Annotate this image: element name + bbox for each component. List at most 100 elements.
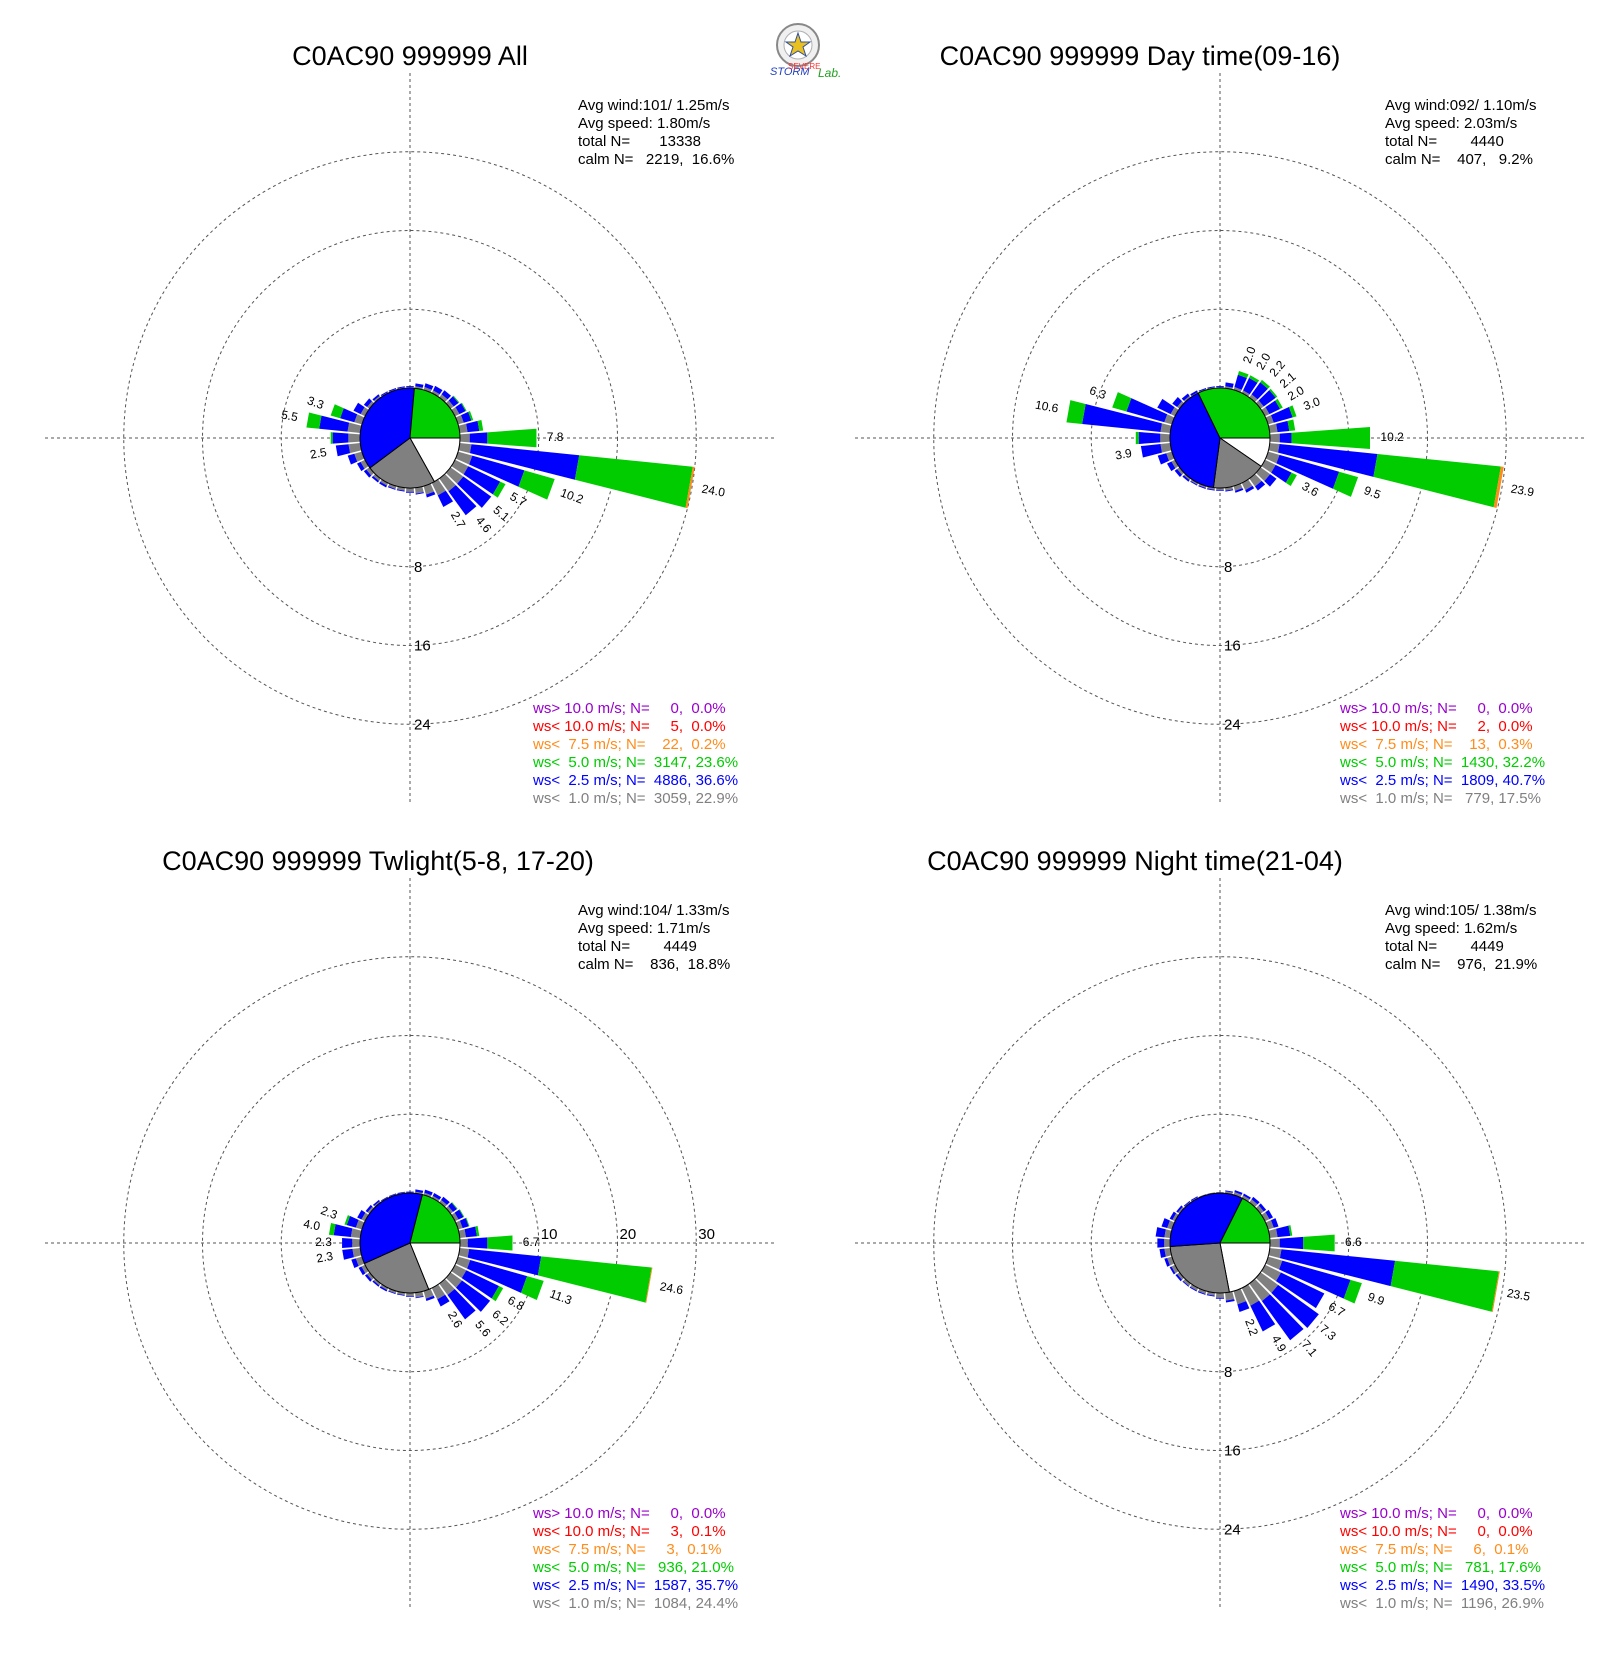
- petal-130: [1255, 467, 1277, 487]
- petal-segment-green: [330, 432, 333, 444]
- petal-segment-blue: [1175, 1273, 1183, 1282]
- petal-segment-green: [1390, 1260, 1499, 1312]
- petal-label: 6.3: [1088, 383, 1109, 402]
- ring-8: [1090, 1113, 1350, 1373]
- petal-90: [459, 1235, 513, 1251]
- petal-120: [451, 459, 506, 498]
- petal-label: 23.5: [1506, 1286, 1532, 1304]
- petal-segment-green: [451, 1202, 458, 1210]
- petal-segment-blue: [467, 1237, 488, 1249]
- petal-segment-blue: [1276, 420, 1290, 433]
- petal-segment-green: [1237, 370, 1249, 379]
- calm-pie-green: [409, 1193, 461, 1244]
- petal-280: [1155, 1227, 1172, 1238]
- petal-segment-gray: [1268, 423, 1278, 433]
- petal-segment-blue: [1161, 1218, 1170, 1229]
- petal-segment-blue: [454, 1209, 464, 1220]
- petal-segment-gray: [1241, 1284, 1260, 1306]
- petal-200: [1197, 1288, 1207, 1295]
- petal-segment-gray: [1233, 1288, 1247, 1305]
- legend-entry: ws< 5.0 m/s; N= 781, 17.6%: [1339, 1559, 1541, 1576]
- petal-segment-blue: [346, 1216, 359, 1228]
- petal-180: [406, 1292, 414, 1297]
- petal-segment-blue: [447, 1289, 476, 1320]
- petal-label: 3.9: [1114, 446, 1133, 463]
- petal-segment-gray: [406, 487, 414, 492]
- petal-200: [388, 1288, 397, 1295]
- petal-segment-blue: [1237, 1301, 1250, 1312]
- legend-entry: ws< 1.0 m/s; N= 1196, 26.9%: [1339, 1595, 1544, 1612]
- petal-segment-blue: [448, 1202, 457, 1212]
- petal-segment-blue: [372, 1199, 380, 1207]
- petal-segment-blue: [364, 1274, 372, 1282]
- ring-16: [1012, 1035, 1428, 1451]
- petal-segment-gray: [1265, 451, 1280, 464]
- petal-segment-gray: [1265, 1256, 1283, 1270]
- petal-segment-green: [1343, 1279, 1362, 1304]
- petal-segment-green: [1066, 400, 1086, 424]
- petal-label: 4.6: [473, 514, 495, 536]
- petal-segment-blue: [469, 444, 580, 480]
- petal-segment-green: [1373, 453, 1501, 508]
- stats-line: Avg speed: 1.80m/s: [578, 115, 710, 132]
- petal-segment-gray: [1160, 423, 1172, 433]
- petal-260: [1140, 443, 1172, 458]
- legend-entry: ws< 5.0 m/s; N= 3147, 23.6%: [532, 754, 738, 771]
- petal-270: [330, 432, 361, 444]
- petal-segment-gray: [1249, 394, 1258, 403]
- legend-entry: ws< 10.0 m/s; N= 2, 0.0%: [1339, 718, 1533, 735]
- petal-segment-blue: [1216, 386, 1224, 388]
- panel-title: C0AC90 999999 Twlight(5-8, 17-20): [162, 846, 594, 876]
- petal-label: 9.9: [1366, 1289, 1387, 1308]
- petal-segment-gray: [1171, 459, 1179, 469]
- petal-segment-blue: [357, 461, 365, 472]
- ring-label: 8: [414, 559, 422, 576]
- petal-segment-blue: [1172, 396, 1183, 408]
- petal-segment-blue: [1225, 1190, 1233, 1193]
- panel-title: C0AC90 999999 All: [292, 41, 528, 71]
- petal-80: [458, 419, 484, 433]
- petal-segment-blue: [405, 491, 415, 493]
- petal-70: [1265, 405, 1297, 425]
- petal-segment-blue: [1155, 1227, 1166, 1238]
- petal-segment-gray: [451, 1212, 459, 1222]
- petal-segment-green: [306, 412, 322, 429]
- petal-segment-blue: [463, 466, 501, 495]
- petal-segment-blue: [340, 408, 358, 423]
- petal-segment-gray: [445, 1272, 463, 1288]
- petal-segment-gray: [397, 1291, 405, 1296]
- petal-segment-gray: [1269, 1238, 1280, 1248]
- petal-segment-gray: [458, 443, 472, 454]
- petal-label: 2.3: [315, 1249, 334, 1266]
- petal-segment-green: [491, 1286, 504, 1302]
- petal-segment-blue: [1271, 464, 1292, 483]
- petal-segment-blue: [396, 1293, 405, 1296]
- petal-segment-gray: [360, 407, 369, 417]
- petal-label: 2.0: [1240, 344, 1259, 365]
- petal-segment-blue: [424, 1189, 433, 1196]
- petal-segment-blue: [1251, 1196, 1260, 1205]
- petal-segment-blue: [387, 486, 396, 490]
- petal-segment-gray: [1164, 1238, 1171, 1248]
- petal-20: [1233, 370, 1249, 393]
- petal-310: [1176, 1205, 1185, 1214]
- petal-segment-green: [1249, 375, 1260, 383]
- petal-segment-blue: [372, 394, 380, 401]
- ring-label: 10: [541, 1226, 558, 1243]
- petal-segment-gray: [1190, 479, 1199, 485]
- petal-segment-blue: [1157, 1238, 1165, 1248]
- petal-segment-green: [328, 1223, 336, 1236]
- petal-320: [1181, 393, 1191, 403]
- petal-segment-blue: [1258, 390, 1276, 407]
- petal-segment-gray: [431, 390, 440, 397]
- petal-label: 9.5: [1362, 483, 1383, 502]
- petal-100: [458, 443, 695, 509]
- petal-segment-blue: [358, 1266, 366, 1276]
- petal-segment-blue: [1176, 1205, 1183, 1213]
- petal-60: [451, 1209, 465, 1222]
- petal-segment-blue: [1216, 489, 1224, 491]
- petal-segment-blue: [397, 1191, 405, 1194]
- ring-24: [933, 956, 1507, 1530]
- petal-segment-green: [1288, 1225, 1293, 1236]
- stats-line: total N= 4449: [1385, 938, 1504, 955]
